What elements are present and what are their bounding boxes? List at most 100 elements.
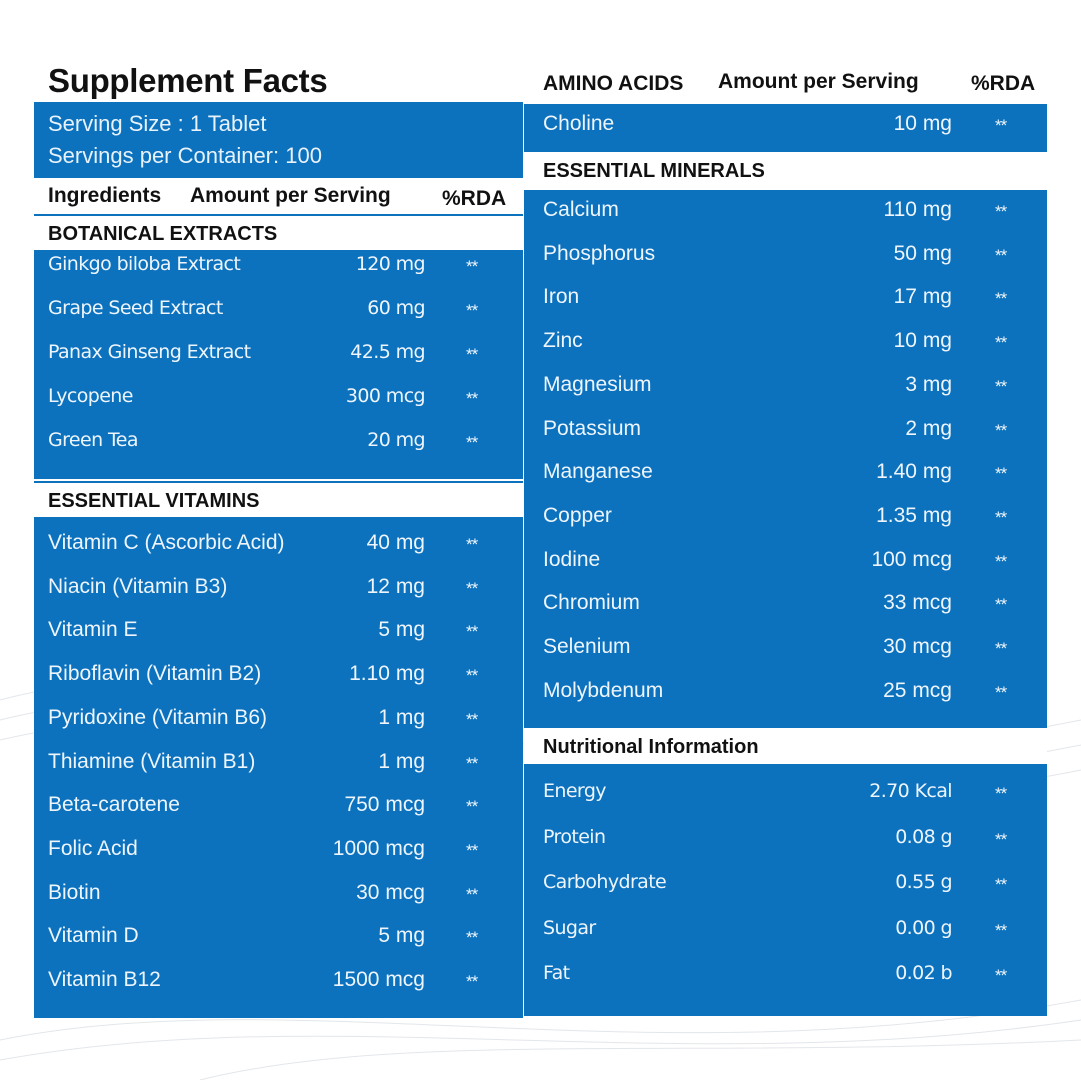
ingredient-rda: **	[466, 578, 478, 598]
ingredient-row: Fat 0.02 b **	[524, 962, 1047, 992]
ingredient-name: Grape Seed Extract	[48, 297, 223, 319]
ingredient-amount: 1 mg	[378, 705, 425, 729]
ingredient-row: Folic Acid 1000 mcg **	[34, 837, 523, 867]
ingredient-amount: 10 mg	[893, 112, 952, 135]
ingredient-amount: 0.08 g	[895, 825, 952, 848]
ingredient-name: Chromium	[543, 591, 640, 615]
ingredient-rda: **	[466, 753, 478, 773]
amino-list: Choline 10 mg **	[524, 104, 1047, 152]
ingredient-name: Thiamine (Vitamin B1)	[48, 749, 256, 773]
ingredient-rda: **	[995, 420, 1007, 440]
ingredient-rda: **	[466, 709, 478, 729]
ingredient-row: Beta-carotene 750 mcg **	[34, 793, 523, 823]
ingredient-row: Choline 10 mg **	[524, 112, 1047, 142]
ingredient-row: Grape Seed Extract 60 mg **	[34, 297, 523, 327]
ingredient-rda: **	[466, 345, 478, 364]
ingredient-rda: **	[995, 245, 1007, 265]
ingredient-row: Ginkgo biloba Extract 120 mg **	[34, 253, 523, 283]
ingredient-rda: **	[995, 875, 1007, 895]
ingredient-rda: **	[995, 116, 1007, 135]
ingredient-row: Vitamin E 5 mg **	[34, 618, 523, 648]
ingredient-name: Vitamin E	[48, 618, 138, 642]
ingredient-rda: **	[466, 928, 478, 948]
ingredient-amount: 1000 mcg	[332, 836, 425, 860]
ingredient-row: Vitamin C (Ascorbic Acid) 40 mg **	[34, 531, 523, 561]
ingredient-amount: 0.55 g	[895, 871, 952, 894]
serving-size: Serving Size : 1 Tablet	[48, 111, 267, 136]
ingredient-amount: 1.10 mg	[349, 662, 425, 686]
ingredient-name: Biotin	[48, 880, 101, 904]
ingredient-rda: **	[466, 666, 478, 686]
ingredient-rda: **	[466, 840, 478, 860]
ingredient-row: Green Tea 20 mg **	[34, 429, 523, 459]
mineral-list: Calcium 110 mg ** Phosphorus 50 mg ** Iron 17 m…	[524, 190, 1047, 728]
ingredient-rda: **	[995, 829, 1007, 849]
ingredient-row: Iron 17 mg **	[524, 285, 1047, 315]
amount-header-right: Amount per Serving	[718, 70, 919, 93]
ingredient-rda: **	[466, 433, 478, 452]
section-heading-botanical: BOTANICAL EXTRACTS	[34, 216, 523, 250]
ingredient-name: Carbohydrate	[543, 871, 667, 894]
ingredient-amount: 120 mg	[355, 253, 426, 275]
ingredient-amount: 0.00 g	[895, 916, 952, 939]
servings-per-container: Servings per Container: 100	[48, 143, 322, 168]
ingredient-name: Vitamin D	[48, 924, 139, 948]
serving-info: Serving Size : 1 Tablet Servings per Con…	[34, 102, 523, 178]
rda-header: %RDA	[442, 187, 507, 210]
ingredient-rda: **	[995, 784, 1007, 803]
ingredient-row: Protein 0.08 g **	[524, 826, 1047, 856]
ingredient-row: Phosphorus 50 mg **	[524, 242, 1047, 272]
vitamin-list: Vitamin C (Ascorbic Acid) 40 mg ** Niacin (…	[34, 517, 523, 1018]
page-title: Supplement Facts	[34, 60, 523, 102]
ingredient-row: Thiamine (Vitamin B1) 1 mg **	[34, 750, 523, 780]
ingredients-header: Ingredients	[48, 184, 162, 207]
ingredient-rda: **	[995, 202, 1007, 221]
ingredient-rda: **	[466, 972, 478, 991]
ingredient-amount: 1500 mcg	[332, 968, 425, 991]
ingredient-row: Molybdenum 25 mcg **	[524, 679, 1047, 709]
ingredient-row: Riboflavin (Vitamin B2) 1.10 mg **	[34, 662, 523, 692]
ingredient-name: Zinc	[543, 329, 583, 353]
ingredient-rda: **	[995, 376, 1007, 396]
ingredient-amount: 12 mg	[366, 574, 425, 598]
ingredient-rda: **	[995, 551, 1007, 571]
ingredient-row: Iodine 100 mcg **	[524, 548, 1047, 578]
ingredient-name: Magnesium	[543, 372, 652, 396]
ingredient-row: Niacin (Vitamin B3) 12 mg **	[34, 575, 523, 605]
ingredient-amount: 40 mg	[366, 531, 425, 554]
ingredient-amount: 30 mcg	[883, 635, 952, 658]
ingredient-row: Lycopene 300 mcg **	[34, 385, 523, 415]
ingredient-row: Manganese 1.40 mg **	[524, 460, 1047, 490]
ingredient-amount: 20 mg	[367, 429, 425, 451]
ingredient-rda: **	[995, 920, 1007, 940]
ingredient-amount: 750 mcg	[344, 793, 425, 817]
ingredient-rda: **	[466, 535, 478, 554]
ingredient-rda: **	[466, 257, 478, 276]
ingredient-amount: 2 mg	[905, 416, 952, 440]
ingredient-rda: **	[466, 622, 478, 642]
ingredient-name: Selenium	[543, 635, 631, 658]
ingredient-name: Iron	[543, 285, 580, 309]
ingredient-name: Niacin (Vitamin B3)	[48, 574, 228, 598]
ingredient-row: Vitamin D 5 mg **	[34, 924, 523, 954]
right-panel: AMINO ACIDS Amount per Serving %RDA Chol…	[524, 60, 1047, 1016]
ingredient-amount: 3 mg	[905, 372, 952, 396]
ingredient-amount: 33 mcg	[883, 591, 952, 615]
ingredient-amount: 0.02 b	[895, 962, 952, 985]
ingredient-name: Panax Ginseng Extract	[48, 341, 251, 363]
ingredient-row: Carbohydrate 0.55 g **	[524, 871, 1047, 901]
amount-header: Amount per Serving	[190, 184, 391, 207]
ingredient-name: Calcium	[543, 198, 619, 221]
ingredient-name: Pyridoxine (Vitamin B6)	[48, 705, 268, 729]
ingredient-row: Panax Ginseng Extract 42.5 mg **	[34, 341, 523, 371]
ingredient-amount: 30 mcg	[356, 880, 425, 904]
ingredient-name: Folic Acid	[48, 836, 138, 860]
ingredient-row: Zinc 10 mg **	[524, 329, 1047, 359]
ingredient-row: Copper 1.35 mg **	[524, 504, 1047, 534]
nutrition-list: Energy 2.70 Kcal ** Protein 0.08 g ** Carbohyd…	[524, 764, 1047, 1016]
ingredient-amount: 1.40 mg	[876, 460, 952, 484]
ingredient-name: Beta-carotene	[48, 793, 180, 817]
ingredient-amount: 10 mg	[893, 329, 952, 353]
ingredient-name: Choline	[543, 112, 615, 135]
ingredient-amount: 25 mcg	[883, 678, 952, 702]
